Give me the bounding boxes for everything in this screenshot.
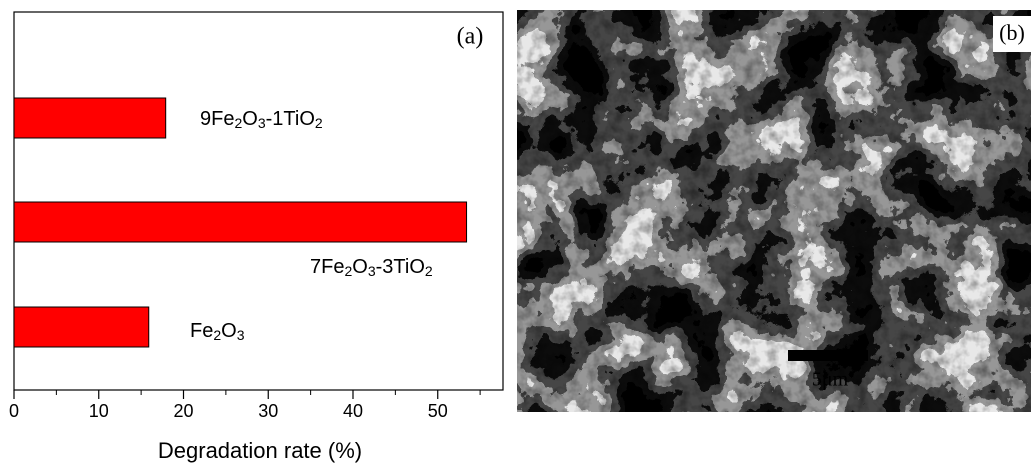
sem-image: 5μm (b) — [517, 10, 1031, 412]
bar — [14, 202, 467, 242]
bar-label: 9Fe2O3-1TiO2 — [200, 108, 323, 131]
x-axis-label: Degradation rate (%) — [158, 438, 362, 463]
x-tick-label: 0 — [9, 401, 19, 421]
x-tick-label: 20 — [173, 401, 193, 421]
x-tick-label: 40 — [343, 401, 363, 421]
panel-label: (a) — [457, 24, 484, 50]
panel-label: (b) — [999, 20, 1025, 45]
scale-bar — [788, 350, 868, 361]
bar-label: Fe2O3 — [190, 320, 245, 343]
bar — [14, 98, 166, 138]
bar — [14, 307, 149, 347]
scale-bar-label: 5μm — [812, 369, 849, 391]
x-tick-label: 50 — [428, 401, 448, 421]
figure: 5μm (b) (a) Degradation rate (%) 0 10 20 30… — [0, 0, 1031, 468]
bar-label: 7Fe2O3-3TiO2 — [310, 256, 433, 279]
x-tick-label: 10 — [89, 401, 109, 421]
x-tick-label: 30 — [258, 401, 278, 421]
